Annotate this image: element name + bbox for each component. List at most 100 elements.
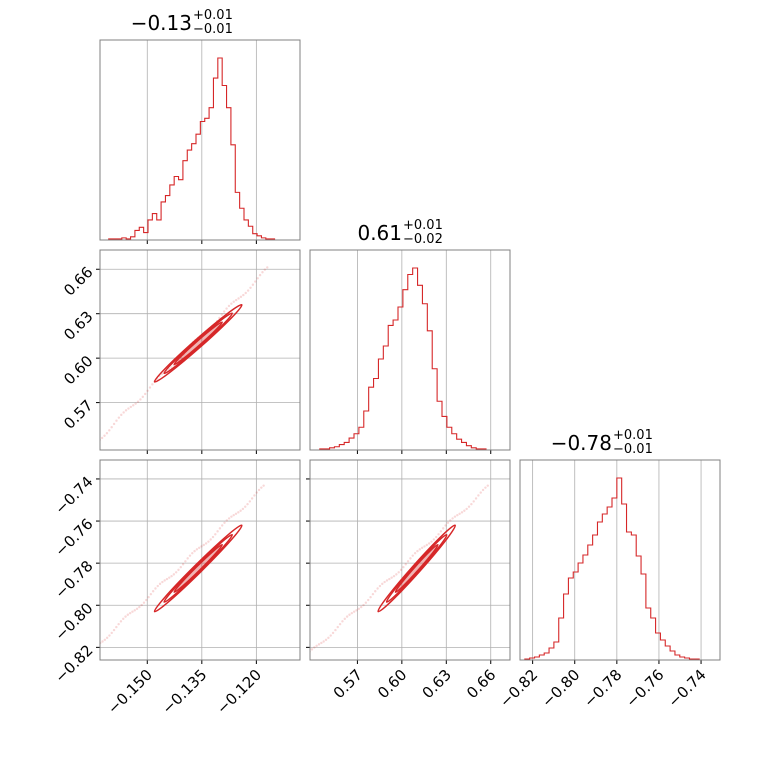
panel-title-2: −0.78 +0.01−0.01 — [551, 428, 653, 457]
tick-label-x: 0.66 — [463, 666, 499, 702]
sample-point — [402, 565, 405, 569]
sample-point — [115, 419, 118, 422]
sample-point — [409, 557, 412, 560]
sample-point — [425, 543, 429, 547]
sample-point — [117, 416, 121, 419]
tick-label-y: 0.57 — [60, 396, 96, 432]
sample-point — [364, 601, 368, 604]
sample-point — [432, 538, 436, 541]
sample-point — [477, 494, 480, 497]
sample-point — [161, 580, 164, 584]
sample-point — [399, 568, 403, 572]
sample-point — [135, 607, 139, 611]
sample-point — [411, 554, 414, 557]
sample-point — [460, 511, 464, 514]
sample-point — [486, 484, 489, 487]
sample-point — [127, 407, 130, 410]
pair-1-2 — [301, 484, 489, 661]
sample-point — [151, 383, 154, 386]
title-lower-error: −0.01 — [613, 442, 653, 457]
sample-point — [376, 587, 379, 590]
sample-point — [395, 573, 398, 576]
tick-label-x: −0.78 — [580, 666, 625, 711]
sample-point — [202, 543, 205, 547]
sample-point — [92, 646, 94, 648]
sample-point — [225, 519, 229, 522]
tick-label-x: −0.120 — [213, 666, 265, 718]
sample-point — [261, 271, 264, 274]
sample-point — [262, 484, 265, 487]
sample-point — [105, 636, 109, 640]
contour-level — [173, 321, 223, 366]
sample-point — [237, 297, 240, 300]
sample-point — [439, 530, 443, 533]
sample-point — [191, 552, 194, 555]
sample-point — [258, 273, 262, 277]
sample-point — [223, 521, 226, 525]
sample-point — [254, 280, 257, 283]
sample-point — [218, 527, 222, 530]
sample-point — [444, 524, 447, 527]
sample-point — [449, 519, 452, 522]
sample-point — [214, 533, 217, 536]
tick-label-x: 0.63 — [419, 666, 455, 702]
tick-label-y: 0.60 — [60, 352, 96, 388]
sample-point — [334, 628, 337, 632]
sample-point — [181, 563, 185, 566]
sample-point — [138, 605, 141, 609]
panel-title-1: 0.61 +0.01−0.02 — [357, 218, 442, 247]
sample-point — [209, 538, 212, 541]
sample-point — [371, 592, 375, 596]
sample-point — [122, 617, 125, 621]
sample-point — [241, 507, 245, 511]
panel-background — [310, 460, 510, 660]
sample-point — [327, 636, 330, 640]
sample-point — [136, 400, 140, 403]
sample-point — [133, 609, 136, 612]
sample-point — [310, 648, 314, 651]
sample-point — [148, 386, 152, 389]
sample-point — [156, 584, 159, 588]
title-upper-error: +0.01 — [193, 8, 233, 23]
sample-point — [359, 605, 363, 609]
sample-point — [239, 295, 243, 299]
sample-point — [306, 653, 308, 655]
panel-background — [100, 40, 300, 240]
tick-label-x: −0.135 — [158, 666, 210, 718]
sample-point — [193, 549, 196, 553]
tick-label-x: −0.150 — [104, 666, 156, 718]
sample-point — [317, 643, 321, 646]
sample-point — [313, 646, 316, 649]
histogram-2 — [520, 477, 714, 660]
sample-point — [146, 389, 149, 392]
sample-point — [227, 304, 231, 308]
sample-point — [100, 436, 104, 440]
histogram-0 — [100, 57, 276, 240]
sample-point — [472, 500, 475, 503]
sample-point — [177, 568, 180, 572]
sample-point — [329, 634, 332, 637]
sample-point — [84, 450, 86, 452]
sample-point — [266, 266, 269, 269]
contour-level — [163, 533, 234, 603]
tick-label-y: −0.82 — [51, 641, 96, 686]
sample-point — [248, 500, 252, 503]
panel-frame — [309, 249, 511, 451]
sample-point — [94, 645, 96, 647]
sample-point — [242, 293, 245, 297]
sample-point — [103, 638, 107, 642]
sample-point — [352, 610, 356, 613]
sample-point — [232, 300, 235, 303]
sample-point — [200, 545, 203, 548]
tick-label-x: −0.82 — [496, 666, 541, 711]
tick-label-y: −0.76 — [51, 515, 96, 560]
sample-point — [195, 548, 199, 551]
sample-point — [341, 620, 344, 623]
sample-point — [345, 615, 349, 618]
tick-label-x: −0.76 — [622, 666, 667, 711]
panel-frame — [99, 459, 301, 661]
sample-point — [301, 659, 303, 661]
sample-point — [117, 622, 120, 626]
sample-point — [222, 310, 226, 313]
panel-background — [520, 460, 720, 660]
